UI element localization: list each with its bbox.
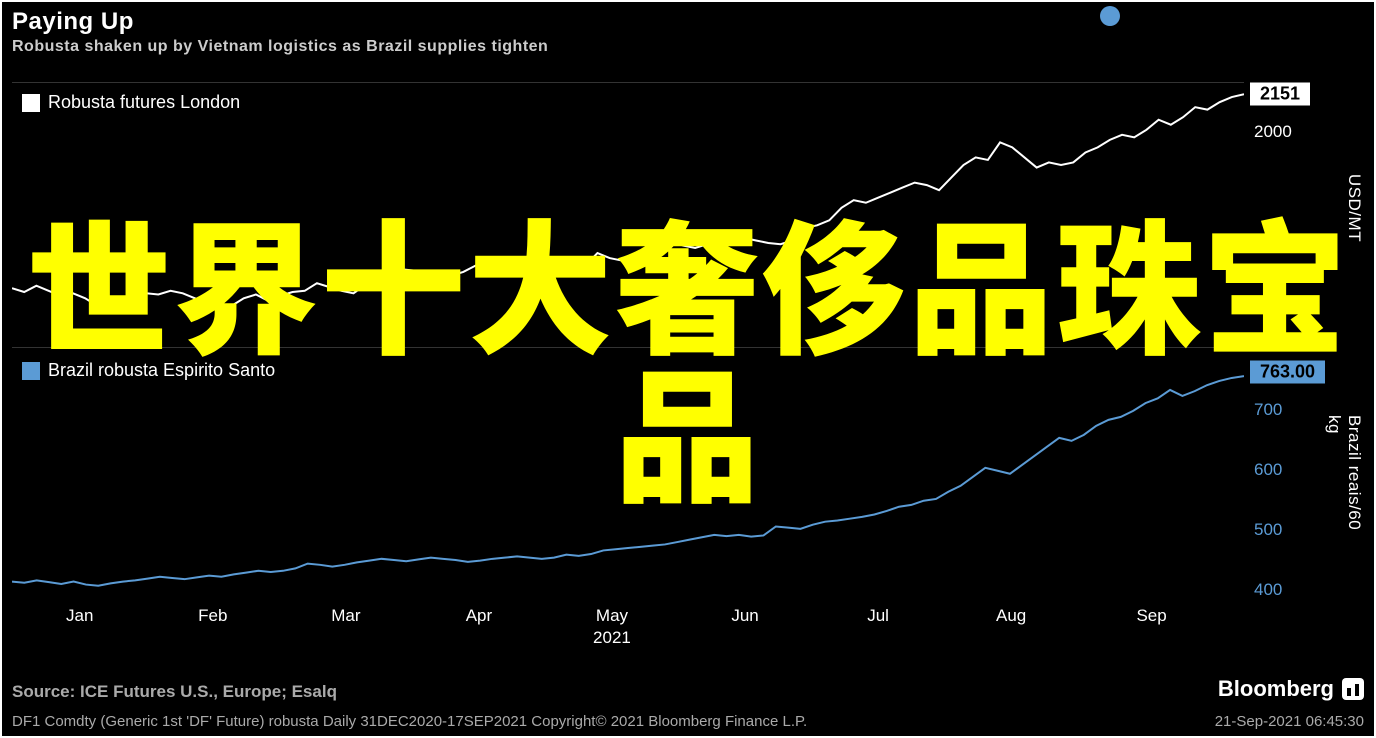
chart-footer: Source: ICE Futures U.S., Europe; Esalq … (12, 676, 1364, 702)
ytick: 2000 (1254, 122, 1292, 142)
xtick: Jun (731, 606, 758, 626)
chart-container: Paying Up Robusta shaken up by Vietnam l… (0, 0, 1376, 738)
overlay-watermark: 世界十大奢侈品珠宝品 (2, 206, 1374, 502)
x-axis-year: 2021 (593, 628, 631, 648)
current-value-top: 2151 (1250, 83, 1310, 106)
xtick: Apr (466, 606, 492, 626)
xtick: Jan (66, 606, 93, 626)
chart-subtitle: Robusta shaken up by Vietnam logistics a… (12, 38, 1364, 56)
blue-dot-marker (1100, 6, 1120, 26)
bloomberg-icon (1342, 678, 1364, 700)
ytick: 400 (1254, 580, 1282, 600)
xtick: Aug (996, 606, 1026, 626)
chart-header: Paying Up Robusta shaken up by Vietnam l… (2, 2, 1374, 58)
bottom-meta-bar: DF1 Comdty (Generic 1st 'DF' Future) rob… (12, 713, 1364, 730)
chart-divider-top (12, 82, 1244, 83)
xtick: Sep (1136, 606, 1166, 626)
brand-name: Bloomberg (1218, 676, 1334, 702)
xtick: Jul (867, 606, 889, 626)
chart-title: Paying Up (12, 8, 1364, 36)
meta-left: DF1 Comdty (Generic 1st 'DF' Future) rob… (12, 713, 807, 730)
source-text: Source: ICE Futures U.S., Europe; Esalq (12, 682, 337, 702)
brand-logo: Bloomberg (1218, 676, 1364, 702)
x-axis: JanFebMarAprMayJunJulAugSep 2021 (12, 606, 1244, 641)
meta-right: 21-Sep-2021 06:45:30 (1215, 713, 1364, 730)
xtick: Feb (198, 606, 227, 626)
xtick: Mar (331, 606, 360, 626)
xtick: May (596, 606, 628, 626)
ytick: 500 (1254, 520, 1282, 540)
